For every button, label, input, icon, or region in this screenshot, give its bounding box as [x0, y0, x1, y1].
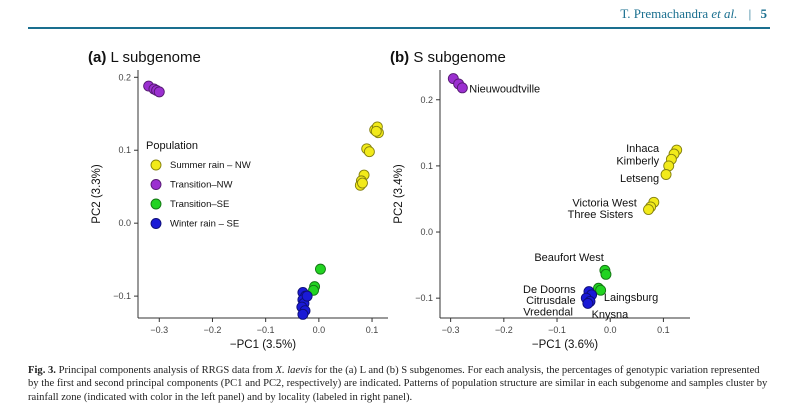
y-tick-label: 0.1 — [118, 145, 131, 155]
locality-label: De Doorns — [523, 284, 576, 296]
data-point — [660, 169, 672, 180]
data-point — [582, 298, 594, 309]
panel-a: (a) L subgenome −0.1 0.0 0.1 0.2 −0.3 −0.2 −0.1… — [88, 49, 388, 351]
panel-letter: (b) — [390, 49, 413, 66]
x-tick-label: −0.1 — [257, 325, 275, 335]
running-head-authors: T. Premachandra — [620, 6, 712, 21]
data-point — [301, 290, 313, 302]
locality-label: Nieuwoudtville — [469, 84, 540, 96]
x-tick-label: 0.0 — [604, 325, 617, 335]
x-tick-label: 0.1 — [366, 325, 379, 335]
x-axis-label: −PC1 (3.6%) — [532, 339, 598, 351]
panel-title-text: L subgenome — [111, 49, 201, 66]
x-axis-label: −PC1 (3.5%) — [230, 339, 296, 351]
y-tick-label: −0.1 — [415, 293, 433, 303]
locality-label: Knysna — [592, 309, 630, 321]
locality-label: Inhaca — [626, 143, 660, 155]
data-point — [370, 125, 382, 137]
header-rule — [28, 27, 770, 29]
locality-label: Victoria West — [572, 197, 636, 209]
data-point — [153, 86, 165, 98]
x-tick-label: −0.1 — [548, 325, 566, 335]
data-point — [595, 284, 607, 296]
data-point — [456, 82, 468, 94]
legend-marker — [150, 218, 162, 229]
locality-label: Laingsburg — [604, 292, 658, 304]
locality-label: Beaufort West — [534, 252, 604, 264]
data-point — [600, 268, 612, 280]
legend-item-label: Transition–SE — [170, 199, 229, 210]
y-tick-label: 0.2 — [118, 72, 131, 82]
y-tick-label: 0.0 — [420, 227, 433, 237]
x-tick-label: −0.3 — [442, 325, 460, 335]
panel-b: (b) S subgenome −0.1 0.0 0.1 0.2 −0.3 −0.2 −0.1… — [390, 49, 690, 351]
panel-title: (b) S subgenome — [390, 49, 506, 66]
running-head-separator: | — [748, 6, 752, 21]
caption-fig-label: Fig. 3. — [28, 365, 56, 376]
caption-text-2: for the (a) L and (b) S subgenomes. For … — [28, 365, 768, 403]
page-number: 5 — [760, 6, 768, 21]
figure-caption: Fig. 3. Principal components analysis of… — [28, 364, 770, 404]
y-tick-label: 0.1 — [420, 161, 433, 171]
panel-letter: (a) — [88, 49, 111, 66]
data-point — [297, 308, 309, 320]
data-point — [314, 263, 326, 275]
panel-title: (a) L subgenome — [88, 49, 201, 66]
y-tick-label: −0.1 — [113, 291, 131, 301]
x-tick-label: 0.1 — [657, 325, 670, 335]
y-axis-label: PC2 (3.3%) — [91, 164, 103, 224]
x-tick-label: 0.0 — [313, 325, 326, 335]
caption-text-1: Principal components analysis of RRGS da… — [55, 365, 276, 376]
locality-label: Vredendal — [523, 306, 573, 318]
locality-label: Citrusdale — [526, 295, 576, 307]
locality-label: Kimberly — [616, 156, 659, 168]
caption-species: X. laevis — [275, 365, 312, 376]
data-point — [357, 177, 368, 189]
data-point — [643, 204, 654, 215]
data-point — [363, 146, 375, 158]
running-head-etal: et al. — [711, 6, 738, 21]
legend-item-label: Summer rain – NW — [170, 160, 251, 171]
figure-3: (a) L subgenome −0.1 0.0 0.1 0.2 −0.3 −0.2 −0.1… — [88, 49, 690, 351]
x-tick-label: −0.2 — [495, 325, 513, 335]
x-tick-label: −0.3 — [150, 325, 168, 335]
x-tick-label: −0.2 — [204, 325, 222, 335]
y-tick-label: 0.2 — [420, 95, 433, 105]
legend-item-label: Transition–NW — [170, 180, 233, 191]
running-head: T. Premachandra et al. | 5 — [620, 6, 767, 22]
legend-marker — [150, 179, 162, 190]
legend-title: Population — [146, 140, 198, 152]
y-tick-label: 0.0 — [118, 218, 131, 228]
legend-marker — [150, 159, 162, 171]
legend-item-label: Winter rain – SE — [170, 219, 239, 230]
y-axis-label: PC2 (3.4%) — [393, 164, 405, 224]
panel-title-text: S subgenome — [413, 49, 506, 66]
locality-label: Three Sisters — [568, 209, 634, 221]
legend-marker — [150, 198, 162, 210]
locality-label: Letseng — [620, 173, 659, 185]
